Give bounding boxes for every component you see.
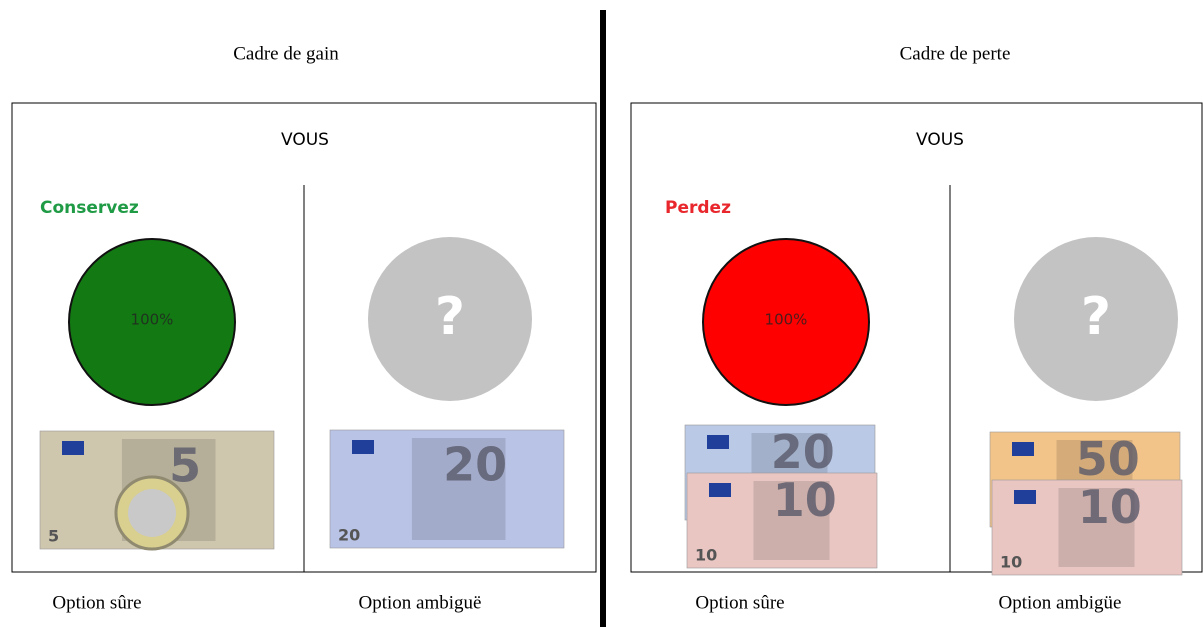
banknote-value-small: 20 (338, 526, 360, 545)
figure: Cadre de gainVOUSConservez100%?552020Opt… (0, 0, 1203, 627)
subject: VOUS (281, 130, 329, 150)
question-mark: ? (435, 287, 465, 347)
banknote-value: 20 (771, 425, 835, 479)
eu-flag (352, 440, 374, 454)
eu-flag (709, 483, 731, 497)
verb: Conservez (40, 198, 139, 218)
eu-flag (1014, 490, 1036, 504)
banknote-value: 20 (443, 437, 507, 491)
subject: VOUS (916, 130, 964, 150)
coin-center (128, 489, 176, 537)
banknote-value: 10 (773, 473, 837, 527)
probability: 100% (765, 311, 808, 329)
verb: Perdez (665, 198, 731, 218)
frame-title: Cadre de perte (900, 43, 1011, 64)
safe-label: Option sûre (695, 592, 784, 613)
eu-flag (1012, 442, 1034, 456)
banknote-value: 50 (1076, 432, 1140, 486)
ambiguous-label: Option ambiguë (359, 592, 482, 613)
eu-flag (707, 435, 729, 449)
banknote-value-small: 5 (48, 527, 59, 546)
question-mark: ? (1081, 287, 1111, 347)
frame-title: Cadre de gain (233, 43, 339, 64)
ambiguous-label: Option ambigüe (999, 592, 1122, 613)
safe-label: Option sûre (52, 592, 141, 613)
banknote-value-small: 10 (1000, 553, 1022, 572)
eu-flag (62, 441, 84, 455)
probability: 100% (131, 311, 174, 329)
banknote-value: 10 (1078, 480, 1142, 534)
banknote-value-small: 10 (695, 546, 717, 565)
